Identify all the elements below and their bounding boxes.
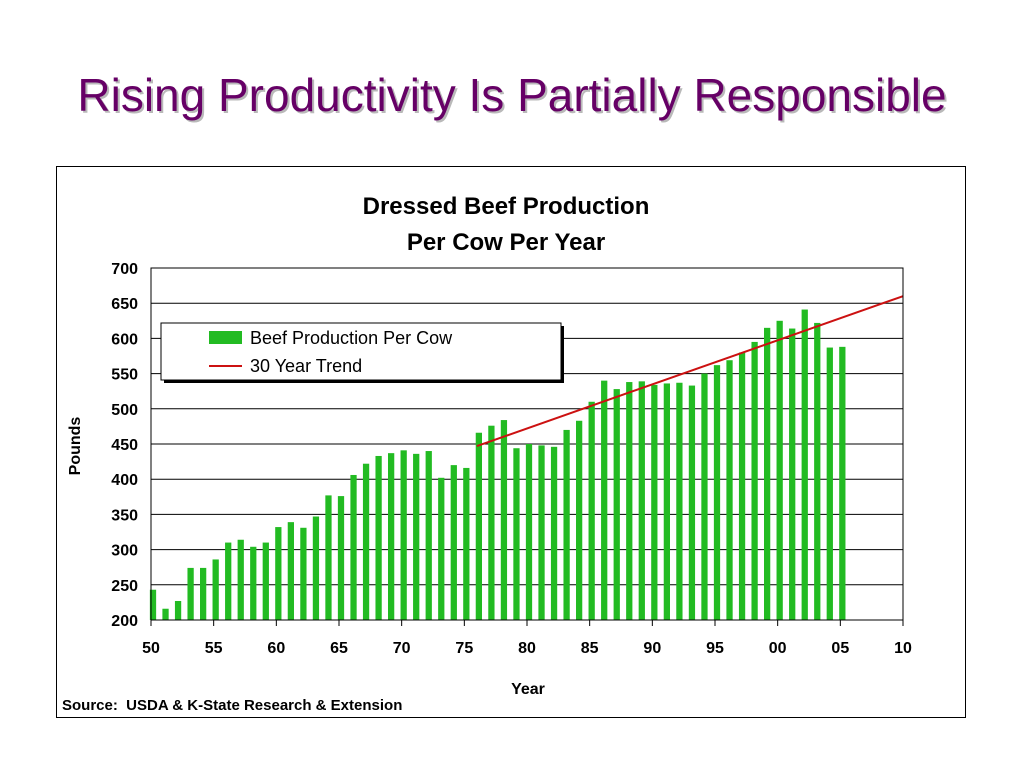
bar (613, 389, 620, 620)
x-tick-labels: 50 55 60 65 70 75 80 85 90 95 00 05 10 (142, 640, 912, 657)
slide-title: Rising Productivity Is Partially Respons… (77, 69, 947, 121)
bar (312, 516, 320, 620)
bar (726, 360, 733, 620)
bar (563, 429, 570, 620)
bar (663, 383, 670, 620)
y-tick-label: 200 (111, 613, 138, 630)
y-tick-label: 600 (111, 331, 138, 348)
y-tick-label: 650 (111, 296, 138, 313)
bar (500, 420, 508, 620)
x-tick-label: 60 (267, 640, 285, 657)
bar (250, 546, 257, 620)
x-tick-label: 70 (393, 640, 411, 657)
bar (776, 320, 783, 620)
y-tick-labels: 200 250 300 350 400 450 500 550 600 650 700 (111, 261, 138, 630)
bar (212, 559, 219, 620)
bar (738, 352, 746, 620)
bar (187, 567, 194, 620)
bar (751, 341, 758, 620)
chart-title-line-1: Dressed Beef Production (363, 193, 650, 220)
chart-title-line-2: Per Cow Per Year (407, 229, 605, 256)
legend-label-bars: Beef Production Per Cow (250, 328, 453, 348)
bar (438, 477, 445, 620)
bar (463, 467, 470, 620)
bar (826, 347, 833, 620)
legend: Beef Production Per Cow 30 Year Trend (160, 322, 564, 383)
bar (174, 600, 182, 620)
bar (337, 496, 345, 620)
x-tick-label: 85 (581, 640, 599, 657)
bar (225, 542, 232, 620)
bar (688, 385, 696, 620)
y-tick-label: 500 (111, 402, 138, 419)
bar (237, 539, 244, 620)
bar (488, 425, 495, 620)
y-tick-label: 350 (111, 507, 138, 524)
x-tick-label: 00 (769, 640, 787, 657)
axes (150, 267, 904, 626)
bar (375, 455, 382, 620)
y-tick-label: 300 (111, 543, 138, 560)
x-tick-label: 80 (518, 640, 536, 657)
bar (651, 384, 658, 620)
bar (576, 420, 583, 620)
x-tick-label: 55 (205, 640, 223, 657)
bar (425, 451, 432, 620)
bar (350, 474, 357, 620)
bar (413, 453, 420, 620)
bar (764, 327, 771, 620)
y-tick-label: 450 (111, 437, 138, 454)
beef-production-chart: Dressed Beef Production Per Cow Per Year… (67, 193, 912, 698)
x-axis-label: Year (511, 681, 545, 698)
bars (149, 309, 846, 620)
bar (638, 381, 645, 620)
legend-bar-swatch (209, 331, 242, 344)
bar (362, 463, 370, 620)
bar (601, 380, 608, 620)
bar (588, 401, 595, 620)
y-tick-label: 550 (111, 367, 138, 384)
bar (287, 522, 294, 620)
x-tick-label: 05 (831, 640, 849, 657)
x-tick-label: 10 (894, 640, 912, 657)
legend-label-trend: 30 Year Trend (250, 356, 362, 376)
bar (676, 382, 683, 620)
bar (839, 346, 846, 620)
bar (388, 453, 395, 620)
bar (538, 445, 545, 620)
bar (701, 373, 708, 620)
y-tick-label: 400 (111, 472, 138, 489)
bar (450, 465, 457, 620)
y-tick-label: 700 (111, 261, 138, 278)
bar (550, 446, 558, 620)
source-note: Source: USDA & K-State Research & Extens… (62, 697, 403, 714)
bar (513, 448, 520, 620)
y-tick-label: 250 (111, 578, 138, 595)
x-tick-label: 50 (142, 640, 160, 657)
bar (400, 450, 407, 620)
bar (300, 527, 307, 620)
bar (262, 542, 269, 620)
bar (626, 382, 633, 620)
x-tick-label: 65 (330, 640, 348, 657)
trend-line-segment (476, 295, 904, 448)
trend-line (476, 295, 904, 448)
bar (525, 444, 533, 620)
bar (789, 328, 796, 620)
chart-frame: Dressed Beef Production Per Cow Per Year… (56, 166, 966, 718)
x-tick-label: 75 (455, 640, 473, 657)
x-tick-label: 90 (643, 640, 661, 657)
bar (275, 527, 282, 620)
bar (162, 608, 169, 620)
y-axis-label: Pounds (67, 417, 84, 476)
bar (200, 567, 207, 620)
x-tick-label: 95 (706, 640, 724, 657)
bar (814, 322, 821, 620)
bar (325, 495, 332, 620)
bar (713, 365, 721, 620)
bar (475, 432, 482, 620)
bar (149, 589, 157, 620)
bar (801, 309, 808, 620)
